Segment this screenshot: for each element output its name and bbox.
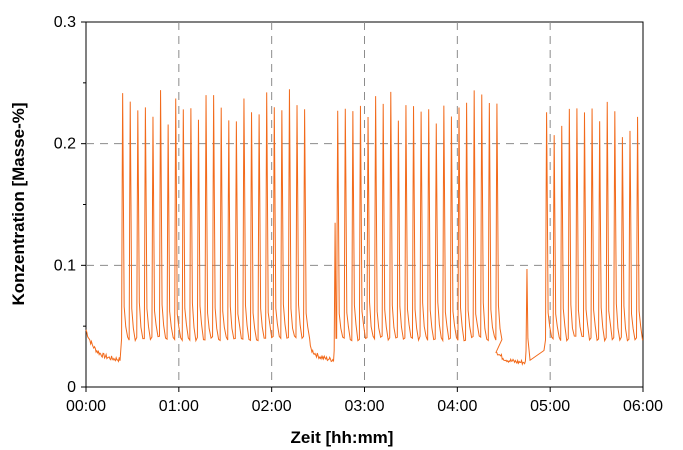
x-tick-label: 03:00 [344,398,384,415]
y-axis-title: Konzentration [Masse-%] [9,102,28,305]
y-axis-ticks: 0 0.1 0.2 0.3 [54,14,86,396]
x-axis-ticks: 00:00 01:00 02:00 03:00 04:00 05:00 06:00 [66,387,663,415]
x-tick-label: 00:00 [66,398,106,415]
x-tick-label: 06:00 [623,398,663,415]
x-axis-title: Zeit [hh:mm] [291,428,394,447]
grid-lines [86,22,643,387]
x-tick-label: 05:00 [530,398,570,415]
series-line [85,89,644,366]
y-tick-label: 0.1 [54,257,76,274]
x-tick-label: 01:00 [159,398,199,415]
y-tick-label: 0.3 [54,14,76,31]
x-tick-label: 02:00 [252,398,292,415]
y-tick-label: 0.2 [54,136,76,153]
x-tick-label: 04:00 [437,398,477,415]
y-tick-label: 0 [67,379,76,396]
